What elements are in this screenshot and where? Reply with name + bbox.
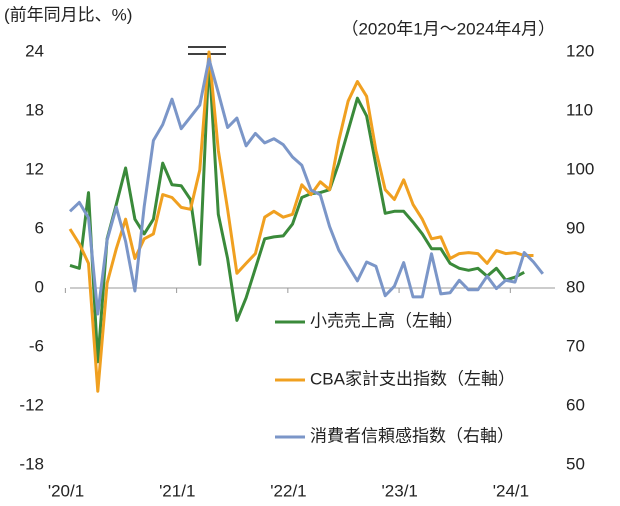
- series-line: [69, 55, 525, 364]
- y2-tick-label: 80: [566, 277, 585, 296]
- y-tick-label: 6: [35, 218, 44, 237]
- y2-tick-label: 110: [566, 100, 593, 119]
- unit-annotation: (前年同月比、%): [4, 5, 132, 24]
- y-tick-label: 0: [35, 277, 44, 296]
- y2-tick-label: 120: [566, 41, 594, 60]
- y-tick-label: -18: [19, 454, 44, 473]
- legend-label: 小売売上高（左軸）: [310, 311, 463, 330]
- y-tick-label: -6: [29, 336, 44, 355]
- y2-tick-label: 90: [566, 218, 585, 237]
- x-tick-label: '20/1: [48, 481, 84, 500]
- period-annotation: （2020年1月～2024年4月）: [341, 19, 555, 38]
- series-line: [68, 50, 534, 393]
- x-tick-label: '23/1: [382, 481, 418, 500]
- y-tick-label: 24: [25, 41, 44, 60]
- series-line: [68, 57, 544, 316]
- legend-label: 消費者信頼感指数（右軸）: [310, 426, 514, 445]
- y-tick-label: -12: [19, 395, 44, 414]
- y2-tick-label: 100: [566, 159, 594, 178]
- x-tick-label: '22/1: [270, 481, 306, 500]
- y2-tick-label: 60: [566, 395, 585, 414]
- x-tick-label: '24/1: [493, 481, 529, 500]
- break-mark: [188, 46, 226, 55]
- x-tick-label: '21/1: [159, 481, 195, 500]
- y2-tick-label: 50: [566, 454, 585, 473]
- y2-tick-label: 70: [566, 336, 585, 355]
- y-tick-label: 12: [25, 159, 44, 178]
- y-tick-label: 18: [25, 100, 44, 119]
- legend-label: CBA家計支出指数（左軸）: [310, 369, 515, 388]
